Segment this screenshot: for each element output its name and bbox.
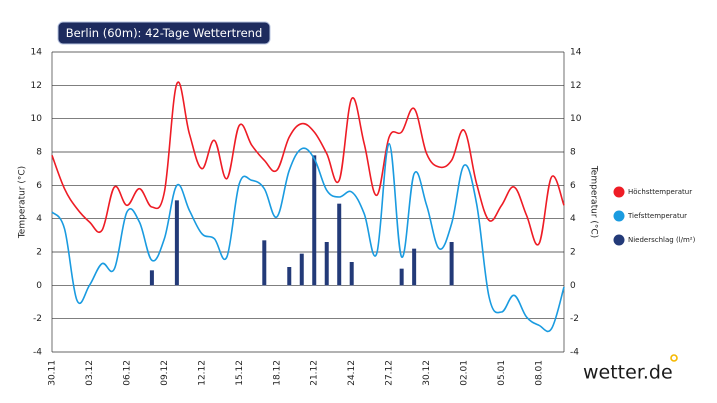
- y2-tick-label: 14: [570, 48, 582, 58]
- brand-logo: wetter.de: [583, 362, 673, 384]
- bar: [299, 253, 304, 286]
- y-axis-title: Temperatur (°C): [18, 166, 28, 239]
- x-tick-label: 18.12: [272, 360, 282, 386]
- y2-tick-label: 0: [570, 281, 576, 291]
- y2-tick-label: 10: [570, 114, 582, 124]
- y2-tick-label: -2: [570, 314, 579, 324]
- x-tick-label: 24.12: [347, 360, 357, 386]
- legend-swatch: [613, 186, 625, 198]
- line-series: [51, 81, 565, 246]
- x-tick-label: 05.01: [497, 360, 507, 386]
- plot-area: -4 -2 0 2 4 6 8 10 12 14 -4 -2 0 2 4 6 8 10 12 14 30.11 03.12…: [31, 48, 582, 386]
- y2-tick-label: 2: [570, 248, 576, 258]
- bar: [449, 242, 454, 286]
- x-tick-label: 30.12: [422, 360, 432, 386]
- y2-tick-label: -4: [570, 348, 579, 358]
- bar: [312, 155, 317, 286]
- y-tick-label: -4: [33, 348, 42, 358]
- y-tick-label: 8: [36, 148, 42, 158]
- y2-tick-label: 12: [570, 81, 581, 91]
- y2-tick-label: 6: [570, 181, 576, 191]
- legend-label: Höchsttemperatur: [628, 188, 692, 196]
- bar: [399, 268, 404, 286]
- y-tick-label: 2: [36, 248, 42, 258]
- x-tick-label: 03.12: [85, 360, 95, 386]
- y-tick-label: 4: [36, 214, 42, 224]
- bar: [149, 270, 154, 286]
- y2-axis-title: Temperatur (°C): [589, 165, 599, 238]
- chart-title: Berlin (60m): 42-Tage Wettertrend: [66, 26, 263, 40]
- x-tick-label: 12.12: [197, 360, 207, 386]
- x-tick-label: 27.12: [385, 360, 395, 386]
- x-tick-label: 21.12: [310, 360, 320, 386]
- x-tick-label: 06.12: [122, 360, 132, 386]
- y-tick-label: 0: [36, 281, 42, 291]
- bar: [324, 242, 329, 286]
- y-tick-label: -2: [33, 314, 42, 324]
- legend-label: Niederschlag (l/m²): [628, 236, 696, 244]
- y-tick-label: 14: [31, 48, 43, 58]
- bar: [287, 267, 292, 286]
- x-tick-label: 02.01: [460, 360, 470, 386]
- legend-swatch: [613, 210, 625, 222]
- bar: [349, 262, 354, 286]
- legend-label: Tiefsttemperatur: [627, 212, 687, 220]
- x-tick-label: 08.01: [535, 360, 545, 386]
- y-tick-label: 10: [31, 114, 43, 124]
- logo-dot: [670, 354, 678, 362]
- y2-tick-label: 4: [570, 214, 576, 224]
- title-box: [57, 21, 271, 45]
- line-series: [51, 142, 565, 333]
- y-tick-label: 6: [36, 181, 42, 191]
- legend-swatch: [613, 234, 625, 246]
- bar: [262, 240, 267, 286]
- x-tick-label: 15.12: [235, 360, 245, 386]
- y2-tick-label: 8: [570, 148, 576, 158]
- bar: [337, 203, 342, 286]
- bar: [174, 200, 179, 286]
- bar: [412, 248, 417, 286]
- y-tick-label: 12: [31, 81, 42, 91]
- x-tick-label: 30.11: [48, 360, 58, 386]
- x-tick-label: 09.12: [160, 360, 170, 386]
